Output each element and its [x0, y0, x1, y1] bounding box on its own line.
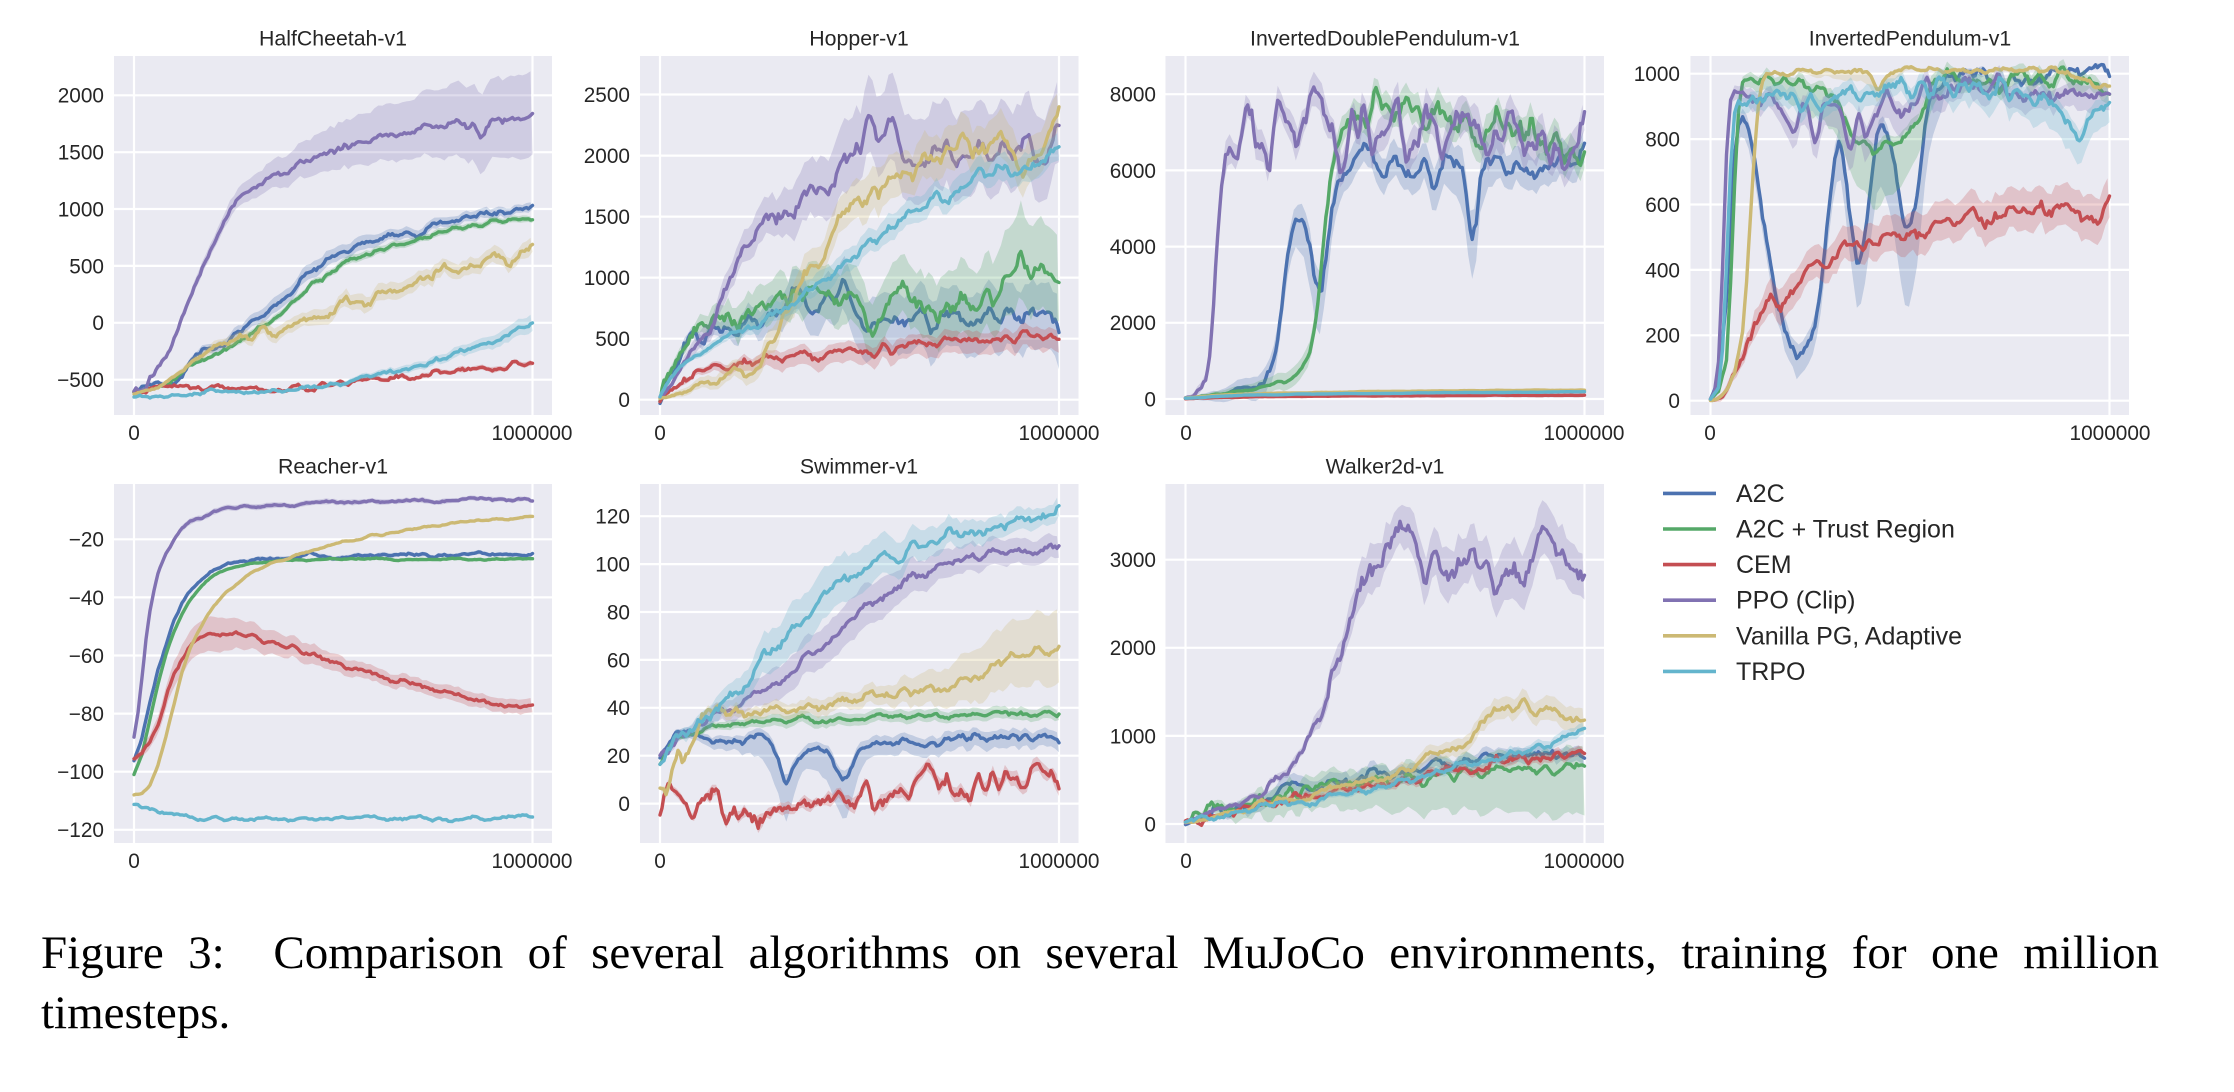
svg-text:0: 0 [654, 422, 666, 445]
svg-text:20: 20 [607, 745, 630, 768]
svg-text:0: 0 [128, 850, 140, 873]
svg-text:−500: −500 [57, 369, 104, 392]
svg-text:200: 200 [1645, 325, 1680, 348]
svg-text:500: 500 [69, 255, 104, 278]
svg-text:Reacher-v1: Reacher-v1 [278, 455, 388, 479]
svg-text:1500: 1500 [584, 206, 630, 229]
svg-text:0: 0 [128, 422, 140, 445]
svg-text:1000: 1000 [584, 267, 630, 290]
svg-text:HalfCheetah-v1: HalfCheetah-v1 [259, 27, 407, 51]
svg-text:−80: −80 [69, 703, 104, 726]
svg-text:0: 0 [1180, 422, 1192, 445]
svg-text:2000: 2000 [1110, 312, 1156, 335]
svg-text:−20: −20 [69, 529, 104, 552]
svg-text:8000: 8000 [1110, 84, 1156, 107]
svg-text:TRPO: TRPO [1736, 658, 1805, 686]
svg-text:600: 600 [1645, 194, 1680, 217]
svg-text:500: 500 [595, 328, 630, 351]
svg-text:1000: 1000 [1634, 63, 1680, 86]
svg-text:CEM: CEM [1736, 551, 1792, 579]
svg-text:1000: 1000 [1110, 725, 1156, 748]
svg-text:InvertedDoublePendulum-v1: InvertedDoublePendulum-v1 [1250, 27, 1520, 51]
svg-text:−40: −40 [69, 587, 104, 610]
svg-text:Vanilla PG, Adaptive: Vanilla PG, Adaptive [1736, 622, 1962, 650]
svg-text:A2C + Trust Region: A2C + Trust Region [1736, 516, 1955, 544]
svg-text:−120: −120 [57, 819, 104, 842]
svg-text:1500: 1500 [58, 142, 104, 165]
svg-text:0: 0 [654, 850, 666, 873]
svg-text:1000000: 1000000 [492, 422, 573, 445]
svg-text:0: 0 [1144, 813, 1156, 836]
svg-text:0: 0 [1668, 390, 1680, 413]
svg-text:4000: 4000 [1110, 236, 1156, 259]
svg-text:0: 0 [618, 793, 630, 816]
svg-text:−60: −60 [69, 645, 104, 668]
svg-text:InvertedPendulum-v1: InvertedPendulum-v1 [1809, 27, 2011, 51]
svg-text:100: 100 [595, 554, 630, 577]
svg-text:1000000: 1000000 [1544, 850, 1625, 873]
svg-text:2000: 2000 [1110, 637, 1156, 660]
svg-text:80: 80 [607, 601, 630, 624]
svg-text:PPO (Clip): PPO (Clip) [1736, 587, 1855, 615]
svg-text:800: 800 [1645, 129, 1680, 152]
svg-text:3000: 3000 [1110, 549, 1156, 572]
svg-text:6000: 6000 [1110, 160, 1156, 183]
svg-text:2500: 2500 [584, 84, 630, 107]
svg-text:120: 120 [595, 506, 630, 529]
svg-text:0: 0 [92, 312, 104, 335]
svg-text:1000000: 1000000 [492, 850, 573, 873]
svg-text:60: 60 [607, 649, 630, 672]
svg-text:A2C: A2C [1736, 480, 1785, 508]
svg-text:2000: 2000 [58, 85, 104, 108]
svg-text:1000000: 1000000 [1019, 850, 1100, 873]
svg-text:400: 400 [1645, 259, 1680, 282]
svg-text:1000000: 1000000 [2070, 422, 2151, 445]
svg-text:0: 0 [1144, 388, 1156, 411]
svg-text:−100: −100 [57, 761, 104, 784]
svg-text:2000: 2000 [584, 145, 630, 168]
svg-text:Hopper-v1: Hopper-v1 [809, 27, 908, 51]
svg-text:Walker2d-v1: Walker2d-v1 [1326, 455, 1445, 479]
svg-text:0: 0 [1704, 422, 1716, 445]
svg-text:1000000: 1000000 [1019, 422, 1100, 445]
svg-text:1000: 1000 [58, 198, 104, 221]
svg-text:1000000: 1000000 [1544, 422, 1625, 445]
svg-text:0: 0 [1180, 850, 1192, 873]
svg-text:Swimmer-v1: Swimmer-v1 [800, 455, 918, 479]
svg-text:40: 40 [607, 697, 630, 720]
svg-text:0: 0 [618, 389, 630, 412]
